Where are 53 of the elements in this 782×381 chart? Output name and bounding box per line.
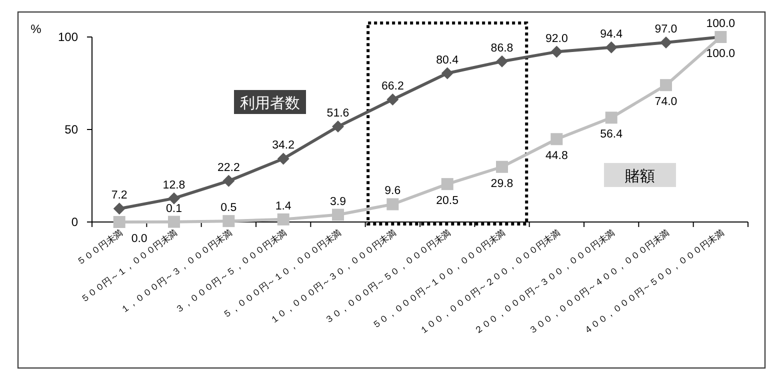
point	[441, 67, 454, 80]
y-tick-label: 100	[58, 30, 78, 44]
point	[168, 216, 180, 228]
point	[386, 94, 399, 106]
data-label: 94.4	[600, 28, 624, 40]
data-label: 34.2	[272, 140, 295, 152]
data-label: 20.5	[436, 195, 459, 208]
data-label: 74.0	[654, 96, 678, 108]
point	[222, 215, 235, 228]
point	[605, 41, 618, 54]
data-label: 29.8	[490, 178, 514, 190]
point	[550, 133, 563, 146]
point	[332, 208, 344, 221]
data-label: 44.8	[545, 150, 568, 162]
x-tick-label: ５００円未満	[74, 228, 125, 268]
data-label: 22.2	[217, 162, 240, 174]
data-label: 92.0	[545, 32, 568, 45]
point	[496, 160, 508, 173]
point	[332, 120, 344, 133]
y-tick-label: 50	[64, 122, 78, 136]
data-label: 0.0	[131, 233, 148, 245]
point	[277, 213, 290, 226]
point	[441, 178, 454, 190]
point	[386, 198, 399, 210]
data-label: 100.0	[706, 48, 736, 60]
data-label: 12.8	[162, 179, 186, 192]
data-label: 80.4	[436, 54, 460, 66]
point	[168, 192, 180, 204]
data-label: 97.0	[654, 24, 678, 36]
data-label: 7.2	[111, 190, 128, 202]
text: 利用者数	[240, 95, 300, 112]
point	[113, 216, 126, 228]
point	[222, 174, 235, 187]
data-label: 66.2	[381, 80, 404, 93]
data-label: 56.4	[600, 128, 624, 141]
data-label: 3.9	[330, 196, 346, 208]
data-label: 86.8	[490, 42, 514, 54]
data-label: 0.5	[220, 202, 237, 214]
point	[660, 79, 672, 92]
point	[113, 202, 126, 215]
point	[605, 112, 618, 124]
data-label: 0.1	[166, 202, 182, 215]
data-label: 1.4	[275, 200, 292, 212]
y-tick-label: 0	[71, 215, 78, 229]
data-label: 9.6	[384, 185, 401, 198]
point	[660, 36, 672, 49]
text: 賭額	[625, 168, 655, 185]
y-axis-title: %	[30, 22, 42, 36]
point	[496, 55, 508, 68]
point	[550, 46, 563, 58]
data-label: 100.0	[706, 18, 736, 30]
point	[277, 152, 290, 165]
data-label: 51.6	[326, 108, 350, 120]
